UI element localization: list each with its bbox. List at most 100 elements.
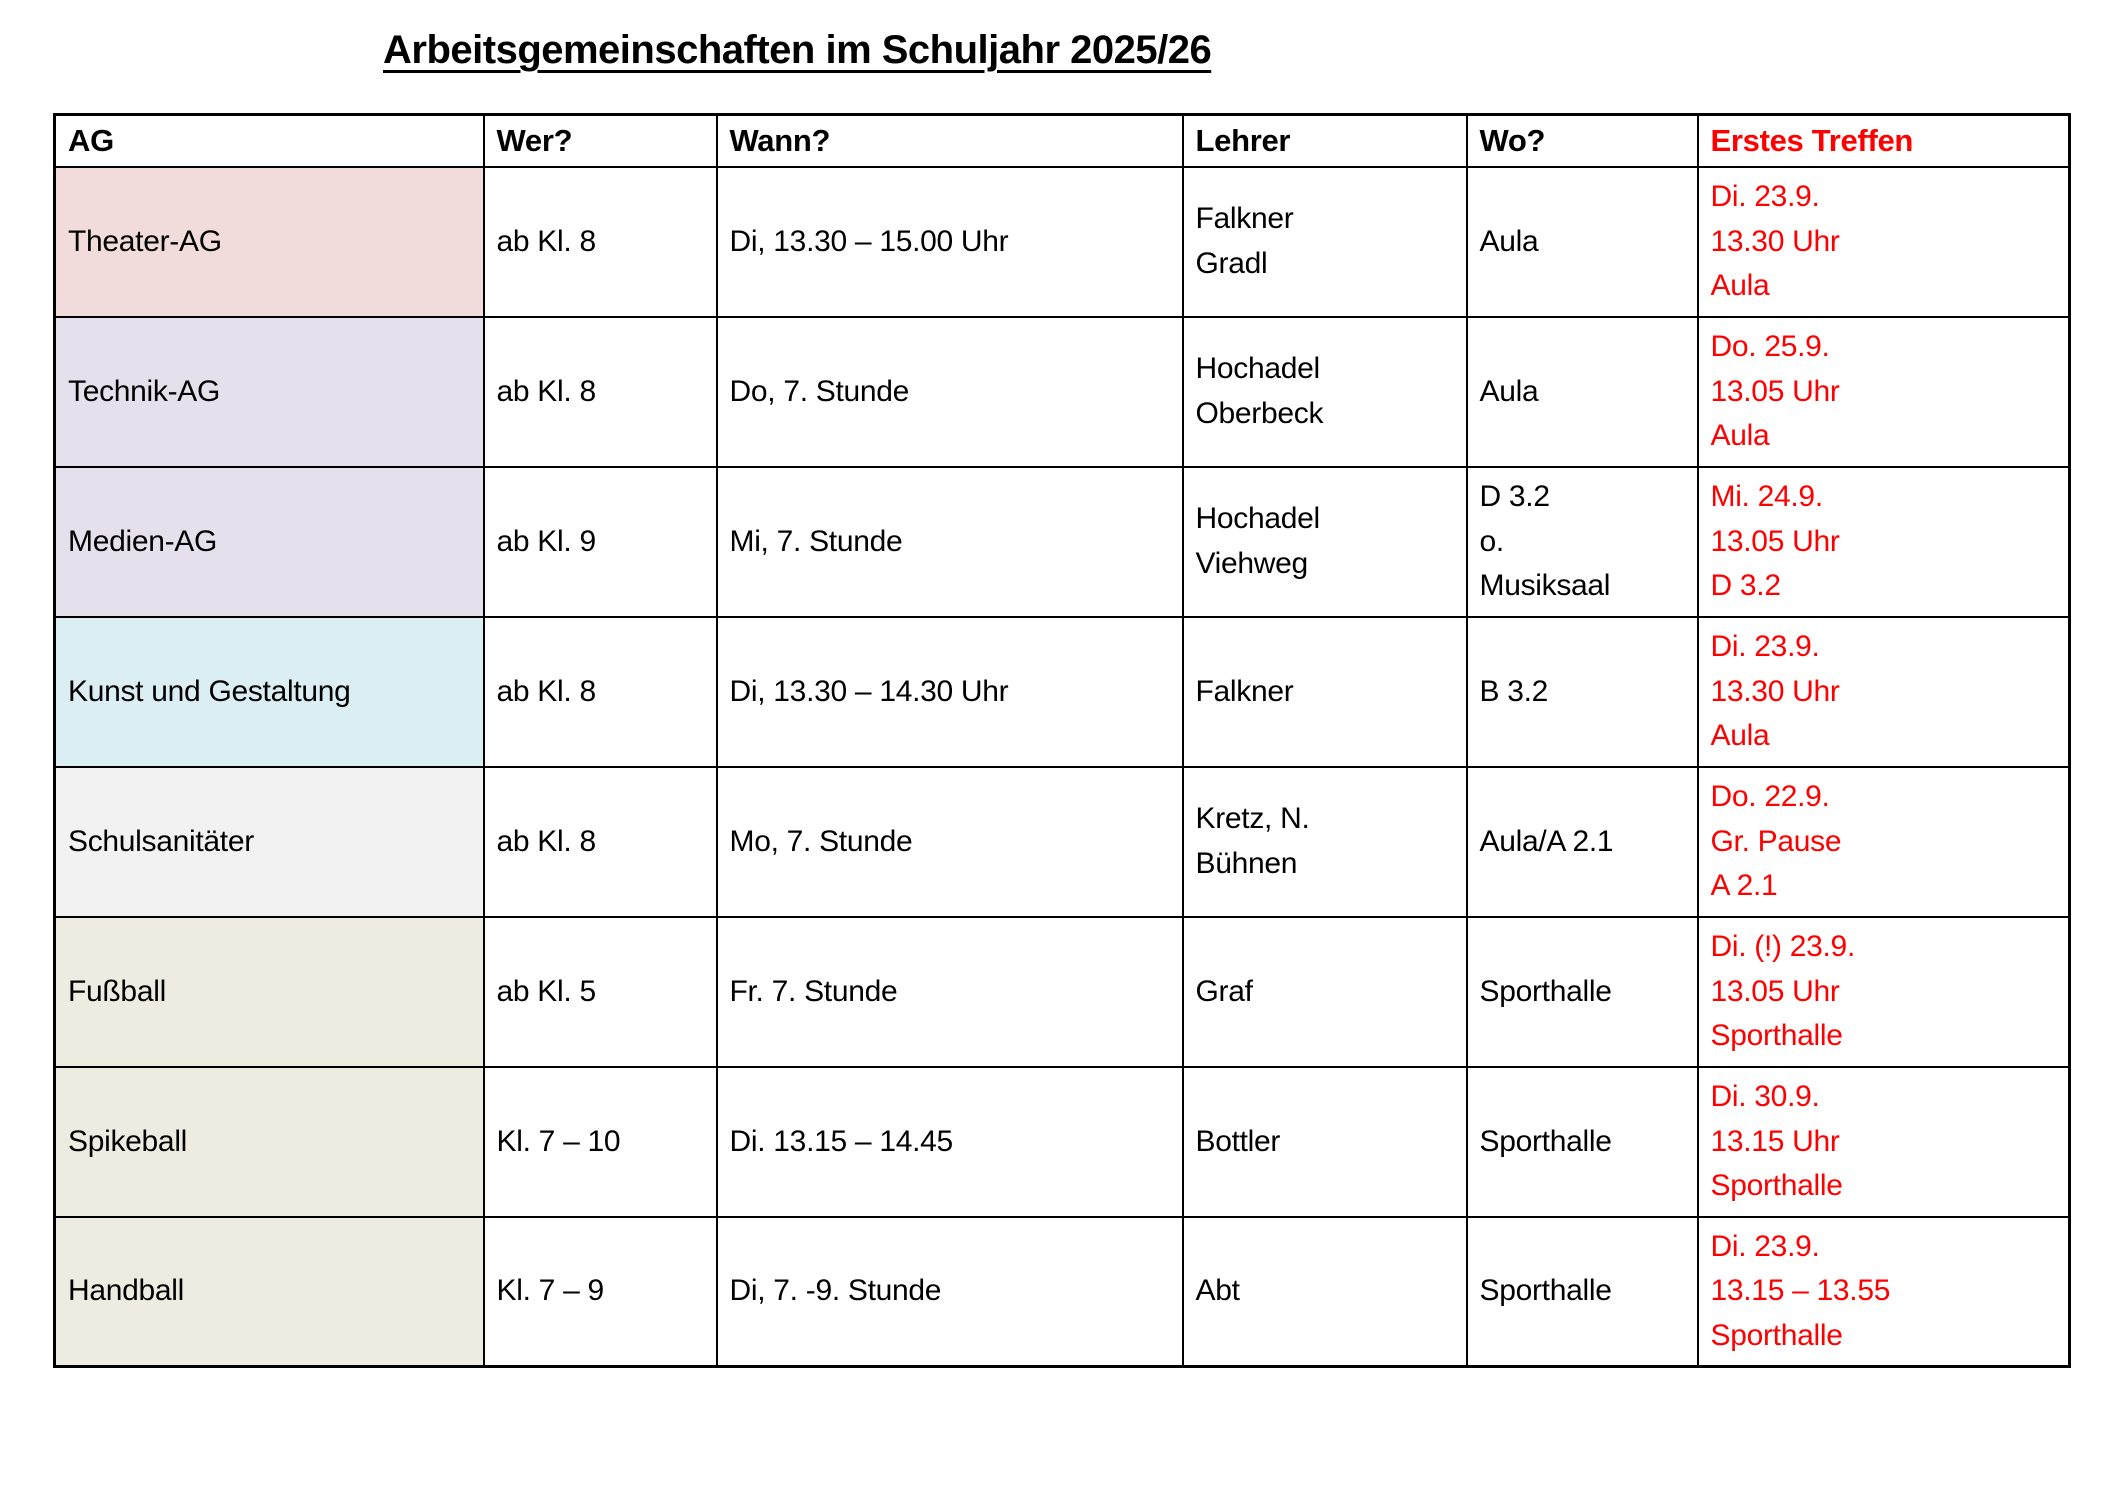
wo-cell: Aula (1465, 315, 1699, 468)
ag-cell: Kunst und Gestaltung (53, 615, 485, 768)
table-row: Handball Kl. 7 – 9 Di, 7. -9. Stunde Abt Spo… (53, 1215, 2071, 1368)
ag-cell: Fußball (53, 915, 485, 1068)
erstes-treffen-line: 13.30 Uhr (1710, 674, 1840, 708)
wer-cell: Kl. 7 – 9 (482, 1215, 718, 1368)
wo-cell: Sporthalle (1465, 1215, 1699, 1368)
erstes-treffen-line: 13.05 Uhr (1710, 974, 1840, 1008)
table-row: Medien-AG ab Kl. 9 Mi, 7. Stunde Hochadel Vi… (53, 465, 2071, 618)
erstes-treffen-cell: Di. 23.9. 13.30 Uhr Aula (1696, 615, 2071, 768)
wo-line: Aula (1479, 224, 1539, 258)
column-header-lehrer: Lehrer (1181, 113, 1468, 168)
erstes-treffen-line: Gr. Pause (1710, 824, 1842, 858)
ag-cell: Handball (53, 1215, 485, 1368)
erstes-treffen-line: Sporthalle (1710, 1318, 1843, 1352)
wo-line: Aula/A 2.1 (1479, 824, 1614, 858)
lehrer-line: Bottler (1195, 1124, 1281, 1158)
wer-cell: ab Kl. 8 (482, 765, 718, 918)
column-header-erstes_treffen: Erstes Treffen (1696, 113, 2071, 168)
wann-cell: Di. 13.15 – 14.45 (715, 1065, 1184, 1218)
lehrer-cell: Bottler (1181, 1065, 1468, 1218)
erstes-treffen-line: Do. 25.9. (1710, 330, 1830, 364)
erstes-treffen-cell: Di. (!) 23.9. 13.05 Uhr Sporthalle (1696, 915, 2071, 1068)
erstes-treffen-line: 13.15 Uhr (1710, 1124, 1840, 1158)
lehrer-line: Falkner (1195, 202, 1294, 236)
erstes-treffen-cell: Do. 25.9. 13.05 Uhr Aula (1696, 315, 2071, 468)
erstes-treffen-line: Di. 23.9. (1710, 630, 1820, 664)
wo-cell: B 3.2 (1465, 615, 1699, 768)
table-row: Kunst und Gestaltung ab Kl. 8 Di, 13.30 – … (53, 615, 2071, 768)
column-header-ag: AG (53, 113, 485, 168)
erstes-treffen-line: A 2.1 (1710, 869, 1778, 903)
erstes-treffen-line: Aula (1710, 269, 1770, 303)
lehrer-line: Oberbeck (1195, 396, 1324, 430)
lehrer-cell: Hochadel Viehweg (1181, 465, 1468, 618)
table-header-row: AG Wer? Wann? Lehrer Wo? Erstes Treffen (53, 113, 2071, 168)
ag-cell: Schulsanitäter (53, 765, 485, 918)
wann-cell: Do, 7. Stunde (715, 315, 1184, 468)
erstes-treffen-line: 13.15 – 13.55 (1710, 1274, 1891, 1308)
wann-cell: Mo, 7. Stunde (715, 765, 1184, 918)
ag-cell: Medien-AG (53, 465, 485, 618)
table-row: Technik-AG ab Kl. 8 Do, 7. Stunde Hochadel O… (53, 315, 2071, 468)
erstes-treffen-line: Di. 23.9. (1710, 1230, 1820, 1264)
lehrer-line: Hochadel (1195, 352, 1321, 386)
lehrer-line: Hochadel (1195, 502, 1321, 536)
lehrer-cell: Falkner (1181, 615, 1468, 768)
wo-cell: D 3.2 o. Musiksaal (1465, 465, 1699, 618)
wo-line: Sporthalle (1479, 1124, 1612, 1158)
wo-line: Aula (1479, 374, 1539, 408)
table-row: Fußball ab Kl. 5 Fr. 7. Stunde Graf Sporthal… (53, 915, 2071, 1068)
wo-line: Musiksaal (1479, 569, 1611, 603)
wo-cell: Sporthalle (1465, 915, 1699, 1068)
table-row: Spikeball Kl. 7 – 10 Di. 13.15 – 14.45 Bott… (53, 1065, 2071, 1218)
page-title: Arbeitsgemeinschaften im Schuljahr 2025/… (383, 28, 1212, 72)
lehrer-line: Kretz, N. (1195, 802, 1310, 836)
wo-cell: Aula/A 2.1 (1465, 765, 1699, 918)
erstes-treffen-line: D 3.2 (1710, 569, 1782, 603)
lehrer-line: Graf (1195, 974, 1253, 1008)
lehrer-line: Falkner (1195, 674, 1294, 708)
wann-cell: Di, 13.30 – 15.00 Uhr (715, 165, 1184, 318)
wer-cell: Kl. 7 – 10 (482, 1065, 718, 1218)
erstes-treffen-line: 13.05 Uhr (1710, 524, 1840, 558)
wo-line: Sporthalle (1479, 1274, 1612, 1308)
lehrer-cell: Falkner Gradl (1181, 165, 1468, 318)
wer-cell: ab Kl. 5 (482, 915, 718, 1068)
lehrer-line: Gradl (1195, 246, 1268, 280)
erstes-treffen-line: Aula (1710, 719, 1770, 753)
erstes-treffen-line: Sporthalle (1710, 1019, 1843, 1053)
table-row: Schulsanitäter ab Kl. 8 Mo, 7. Stunde Kretz… (53, 765, 2071, 918)
erstes-treffen-cell: Do. 22.9. Gr. Pause A 2.1 (1696, 765, 2071, 918)
lehrer-cell: Abt (1181, 1215, 1468, 1368)
erstes-treffen-line: Di. 23.9. (1710, 180, 1820, 214)
erstes-treffen-cell: Di. 23.9. 13.30 Uhr Aula (1696, 165, 2071, 318)
wer-cell: ab Kl. 8 (482, 165, 718, 318)
wann-cell: Di, 7. -9. Stunde (715, 1215, 1184, 1368)
wer-cell: ab Kl. 9 (482, 465, 718, 618)
table-row: Theater-AG ab Kl. 8 Di, 13.30 – 15.00 Uhr F… (53, 165, 2071, 318)
erstes-treffen-line: 13.05 Uhr (1710, 374, 1840, 408)
wo-cell: Sporthalle (1465, 1065, 1699, 1218)
lehrer-line: Viehweg (1195, 546, 1309, 580)
ag-cell: Technik-AG (53, 315, 485, 468)
lehrer-line: Bühnen (1195, 846, 1298, 880)
wer-cell: ab Kl. 8 (482, 615, 718, 768)
erstes-treffen-line: Di. (!) 23.9. (1710, 930, 1856, 964)
erstes-treffen-cell: Mi. 24.9. 13.05 Uhr D 3.2 (1696, 465, 2071, 618)
lehrer-cell: Graf (1181, 915, 1468, 1068)
erstes-treffen-line: Aula (1710, 419, 1770, 453)
erstes-treffen-line: 13.30 Uhr (1710, 224, 1840, 258)
erstes-treffen-line: Mi. 24.9. (1710, 480, 1824, 514)
erstes-treffen-line: Sporthalle (1710, 1169, 1843, 1203)
wann-cell: Mi, 7. Stunde (715, 465, 1184, 618)
wo-line: Sporthalle (1479, 974, 1612, 1008)
ag-schedule-table: AG Wer? Wann? Lehrer Wo? Erstes Treffen Theat… (53, 113, 2071, 1369)
wann-cell: Di, 13.30 – 14.30 Uhr (715, 615, 1184, 768)
wann-cell: Fr. 7. Stunde (715, 915, 1184, 1068)
ag-cell: Spikeball (53, 1065, 485, 1218)
column-header-wer: Wer? (482, 113, 718, 168)
erstes-treffen-cell: Di. 30.9. 13.15 Uhr Sporthalle (1696, 1065, 2071, 1218)
erstes-treffen-line: Di. 30.9. (1710, 1080, 1820, 1114)
ag-cell: Theater-AG (53, 165, 485, 318)
